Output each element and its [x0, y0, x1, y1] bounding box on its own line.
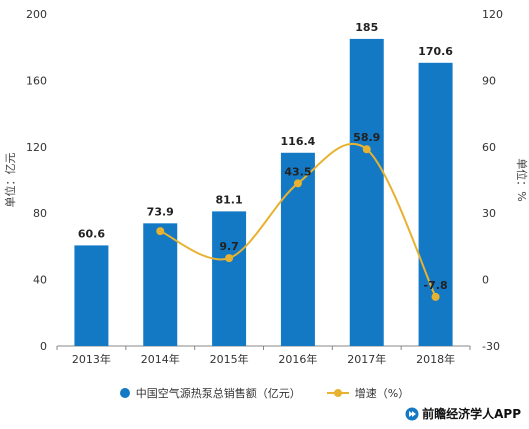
- bar-series: [74, 38, 453, 347]
- y-tick-label-left: 200: [26, 8, 47, 21]
- x-tick-label: 2018年: [416, 352, 455, 366]
- bar: [74, 245, 109, 346]
- bar-value-label: 116.4: [281, 135, 316, 148]
- legend-bar-marker-icon: [119, 388, 130, 398]
- y-tick-label-left: 40: [33, 274, 47, 287]
- growth-value-label: -7.8: [424, 279, 448, 292]
- x-tick-label: 2017年: [347, 352, 386, 366]
- brand-watermark: 前瞻经济学人APP: [405, 405, 521, 422]
- bar: [418, 62, 453, 346]
- axes: 2013年 2014年 2015年 2016年 2017年 2018年 0 40 80 120 16…: [26, 8, 503, 366]
- legend-label-sales: 中国空气源热泵总销售额（亿元）: [135, 387, 301, 400]
- data-labels: 60.6 73.9 81.1 116.4 185 170.6 9.7 43.5 58.9 -7.8: [78, 21, 453, 292]
- y-axis-title-left: 单位：亿元: [3, 153, 17, 208]
- x-tick-label: 2016年: [278, 352, 317, 366]
- y-tick-label-right: 30: [482, 207, 496, 220]
- bar: [349, 38, 384, 347]
- bar-value-label: 185: [355, 21, 378, 34]
- y-tick-label-right: 90: [482, 74, 496, 87]
- chart-area: 2013年 2014年 2015年 2016年 2017年 2018年 0 40 80 120 16…: [3, 8, 529, 366]
- x-tick-label: 2015年: [210, 352, 249, 366]
- forward-arrow-icon: [405, 407, 419, 420]
- growth-point: [362, 145, 371, 154]
- y-tick-label-left: 160: [26, 74, 47, 87]
- growth-point: [293, 179, 302, 188]
- legend-item-sales[interactable]: 中国空气源热泵总销售额（亿元）: [119, 385, 301, 401]
- bar-value-label: 73.9: [147, 205, 174, 218]
- bar-value-label: 60.6: [78, 227, 105, 240]
- y-tick-label-right: 60: [482, 141, 496, 154]
- bar-value-label: 170.6: [418, 45, 453, 58]
- growth-point: [431, 292, 440, 301]
- legend-label-growth: 增速（%）: [354, 387, 410, 400]
- legend-item-growth[interactable]: 增速（%）: [326, 385, 410, 401]
- line-series: [156, 142, 440, 301]
- growth-value-label: 43.5: [284, 165, 311, 178]
- growth-point: [225, 254, 234, 263]
- y-tick-label-left: 0: [40, 340, 47, 353]
- y-tick-label-left: 80: [33, 207, 47, 220]
- growth-value-label: 58.9: [353, 131, 380, 144]
- legend-line-marker-icon: [326, 388, 349, 398]
- y-tick-label-right: 0: [482, 274, 489, 287]
- x-tick-label: 2013年: [72, 352, 111, 366]
- y-tick-label-right: -30: [482, 340, 500, 353]
- bar: [212, 211, 247, 346]
- brand-text: 前瞻经济学人APP: [422, 407, 521, 421]
- bar-value-label: 81.1: [216, 193, 243, 206]
- x-tick-label: 2014年: [141, 352, 180, 366]
- growth-point: [156, 227, 165, 236]
- growth-value-label: 9.7: [219, 240, 239, 253]
- legend: 中国空气源热泵总销售额（亿元） 增速（%）: [0, 382, 529, 404]
- y-tick-label-left: 120: [26, 141, 47, 154]
- y-axis-title-right: 单位：%: [515, 158, 529, 201]
- y-tick-label-right: 120: [482, 8, 503, 21]
- growth-line: [159, 142, 437, 298]
- bar: [143, 223, 178, 346]
